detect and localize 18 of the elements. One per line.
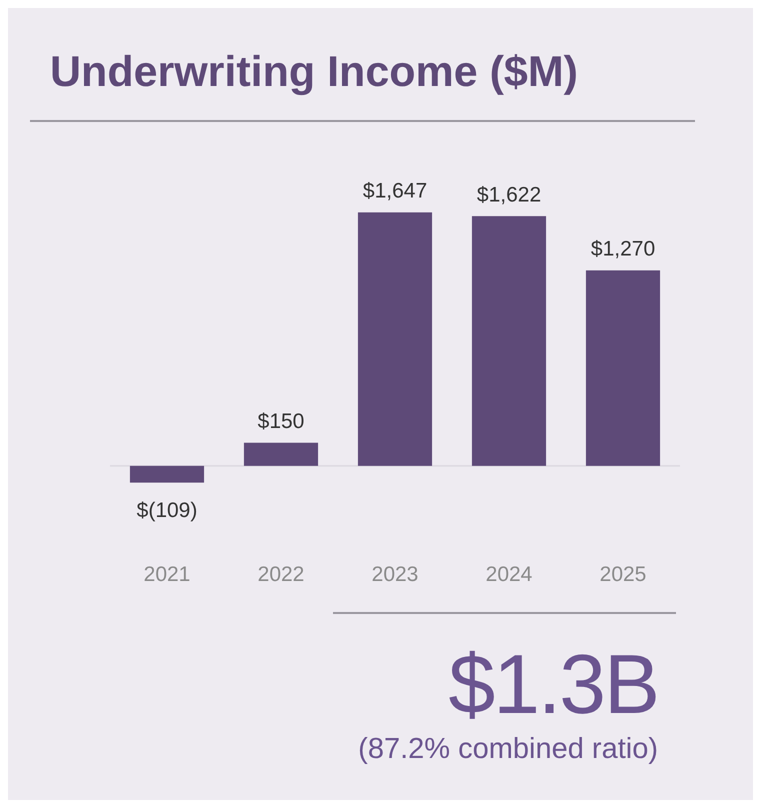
bar	[472, 216, 546, 466]
x-tick-label: 2021	[144, 563, 190, 586]
data-label: $1,270	[590, 238, 656, 261]
bar	[130, 466, 204, 483]
x-tick-label: 2024	[486, 563, 533, 586]
data-label: $(109)	[136, 498, 198, 522]
text: $1.3B	[448, 636, 658, 733]
data-label: $150	[258, 410, 304, 434]
bar	[244, 442, 318, 466]
data-label: $1,647	[362, 180, 428, 203]
bar	[586, 270, 660, 466]
data-label: $1,622	[476, 183, 542, 206]
bar	[358, 212, 432, 466]
chart-title: Underwriting Income ($M)	[50, 48, 578, 97]
text: (87.2% combined ratio)	[358, 733, 658, 766]
x-tick-label: 2025	[600, 563, 646, 586]
x-tick-label: 2022	[258, 563, 304, 586]
x-tick-label: 2023	[372, 563, 418, 586]
